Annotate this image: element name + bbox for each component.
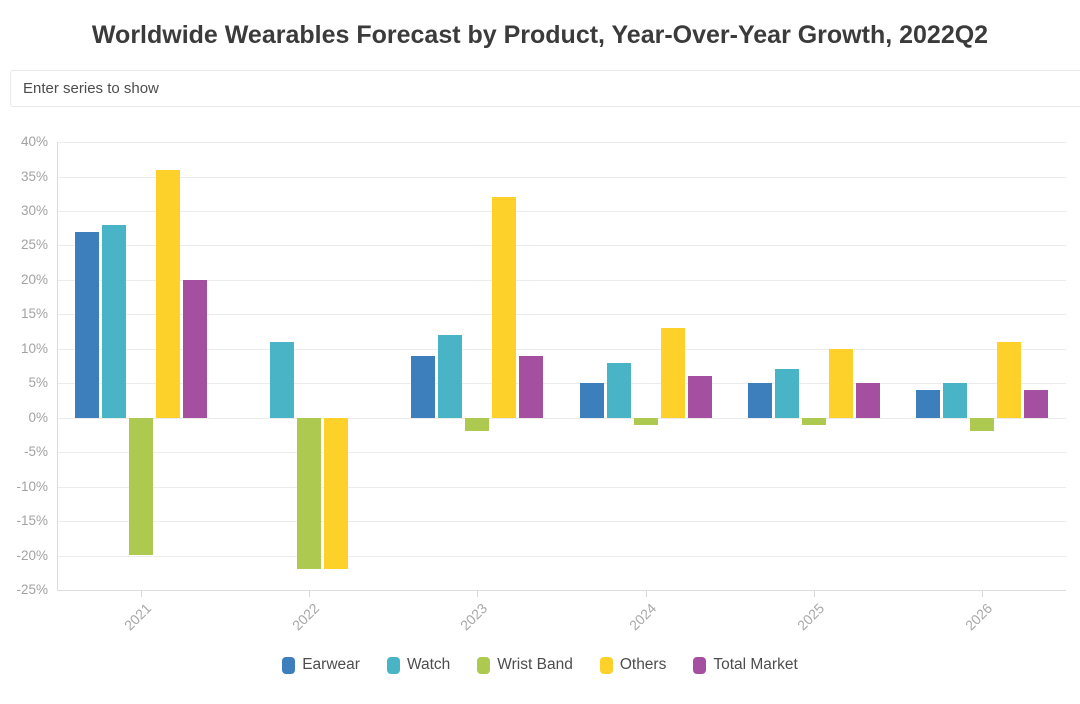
gridline (57, 279, 1066, 281)
y-axis-tick-label: 35% (20, 168, 48, 184)
y-axis-tick-label: 40% (20, 134, 48, 149)
bar-watch-2022[interactable] (270, 341, 295, 418)
legend-label: Watch (406, 656, 451, 673)
x-axis-tick (141, 590, 143, 597)
gridline (57, 314, 1066, 316)
gridline (57, 521, 1066, 523)
legend-label: Others (619, 656, 667, 673)
legend-label: Earwear (302, 656, 360, 673)
bar-others-2025[interactable] (828, 348, 853, 418)
gridline (57, 348, 1066, 350)
bar-earwear-2026[interactable] (915, 390, 940, 418)
bar-earwear-2021[interactable] (75, 231, 100, 418)
bar-wrist-band-2021[interactable] (129, 417, 154, 556)
y-axis-tick-label: -5% (23, 444, 48, 460)
gridline (57, 452, 1066, 454)
legend-swatch-icon (282, 656, 296, 674)
gridline (57, 555, 1066, 557)
chart-title: Worldwide Wearables Forecast by Product,… (91, 21, 989, 49)
y-axis-tick-label: 5% (28, 375, 48, 391)
legend-label: Total Market (713, 656, 798, 673)
bar-others-2022[interactable] (324, 417, 349, 570)
x-axis-tick (309, 590, 311, 597)
y-axis-tick-label: -25% (16, 582, 48, 597)
bar-total-market-2025[interactable] (855, 383, 880, 418)
bar-watch-2023[interactable] (438, 335, 463, 418)
bar-earwear-2025[interactable] (747, 383, 772, 418)
bar-others-2021[interactable] (156, 169, 181, 418)
x-axis-tick (645, 590, 647, 597)
bar-total-market-2021[interactable] (183, 279, 208, 418)
y-axis-tick-label: 20% (20, 271, 48, 287)
bar-earwear-2023[interactable] (411, 355, 436, 418)
legend-item-total-market[interactable]: Total Market (693, 656, 798, 674)
x-axis-tick-label: 2023 (457, 600, 491, 634)
legend-swatch-icon (599, 656, 613, 674)
bar-watch-2021[interactable] (102, 224, 127, 418)
gridline (57, 176, 1066, 178)
y-axis-tick-label: -10% (16, 478, 48, 494)
y-axis-tick-label: -20% (16, 547, 48, 563)
x-axis-tick-label: 2021 (121, 600, 155, 634)
gridline (57, 486, 1066, 488)
bar-others-2024[interactable] (660, 328, 685, 418)
legend-swatch-icon (386, 656, 400, 674)
legend-swatch-icon (693, 656, 707, 674)
gridline (57, 590, 1066, 591)
y-axis-tick-label: 0% (28, 409, 48, 425)
bar-wrist-band-2025[interactable] (801, 417, 826, 425)
legend-label: Wrist Band (497, 656, 573, 673)
series-filter-input[interactable] (10, 70, 1080, 107)
y-axis-tick-label: 15% (20, 306, 48, 322)
gridline (57, 210, 1066, 212)
x-axis-tick (981, 590, 983, 597)
y-axis-tick-label: 30% (20, 202, 48, 218)
legend-item-watch[interactable]: Watch (386, 656, 451, 674)
gridline (57, 245, 1066, 247)
bar-total-market-2023[interactable] (519, 355, 544, 418)
gridline (57, 383, 1066, 385)
gridline (57, 142, 1066, 143)
bar-others-2026[interactable] (996, 341, 1021, 418)
x-axis-tick (477, 590, 479, 597)
bar-watch-2026[interactable] (942, 383, 967, 418)
bar-watch-2024[interactable] (606, 362, 631, 418)
bar-wrist-band-2024[interactable] (633, 417, 658, 425)
bar-total-market-2026[interactable] (1023, 390, 1048, 418)
chart-legend: Earwear Watch Wrist Band Others Total Market (0, 656, 1080, 674)
y-axis-tick-label: 10% (20, 340, 48, 356)
x-axis-tick-label: 2022 (289, 600, 323, 634)
legend-swatch-icon (477, 656, 491, 674)
legend-item-others[interactable]: Others (599, 656, 667, 674)
bar-earwear-2024[interactable] (579, 383, 604, 418)
x-axis-tick-label: 2026 (961, 600, 996, 634)
bar-others-2023[interactable] (492, 197, 517, 418)
y-axis-tick-label: 25% (20, 237, 48, 253)
legend-item-earwear[interactable]: Earwear (282, 656, 360, 674)
legend-item-wrist-band[interactable]: Wrist Band (477, 656, 573, 674)
bar-wrist-band-2022[interactable] (297, 417, 322, 570)
gridline (57, 417, 1066, 419)
x-axis-tick-label: 2024 (625, 600, 659, 634)
y-axis-tick-label: -15% (16, 513, 48, 529)
x-axis-tick (813, 590, 815, 597)
x-axis-tick-label: 2025 (793, 600, 828, 634)
y-axis-line (57, 142, 58, 590)
bar-wrist-band-2026[interactable] (969, 417, 994, 432)
bar-wrist-band-2023[interactable] (465, 417, 490, 432)
bar-total-market-2024[interactable] (687, 376, 712, 418)
bar-watch-2025[interactable] (774, 369, 799, 418)
